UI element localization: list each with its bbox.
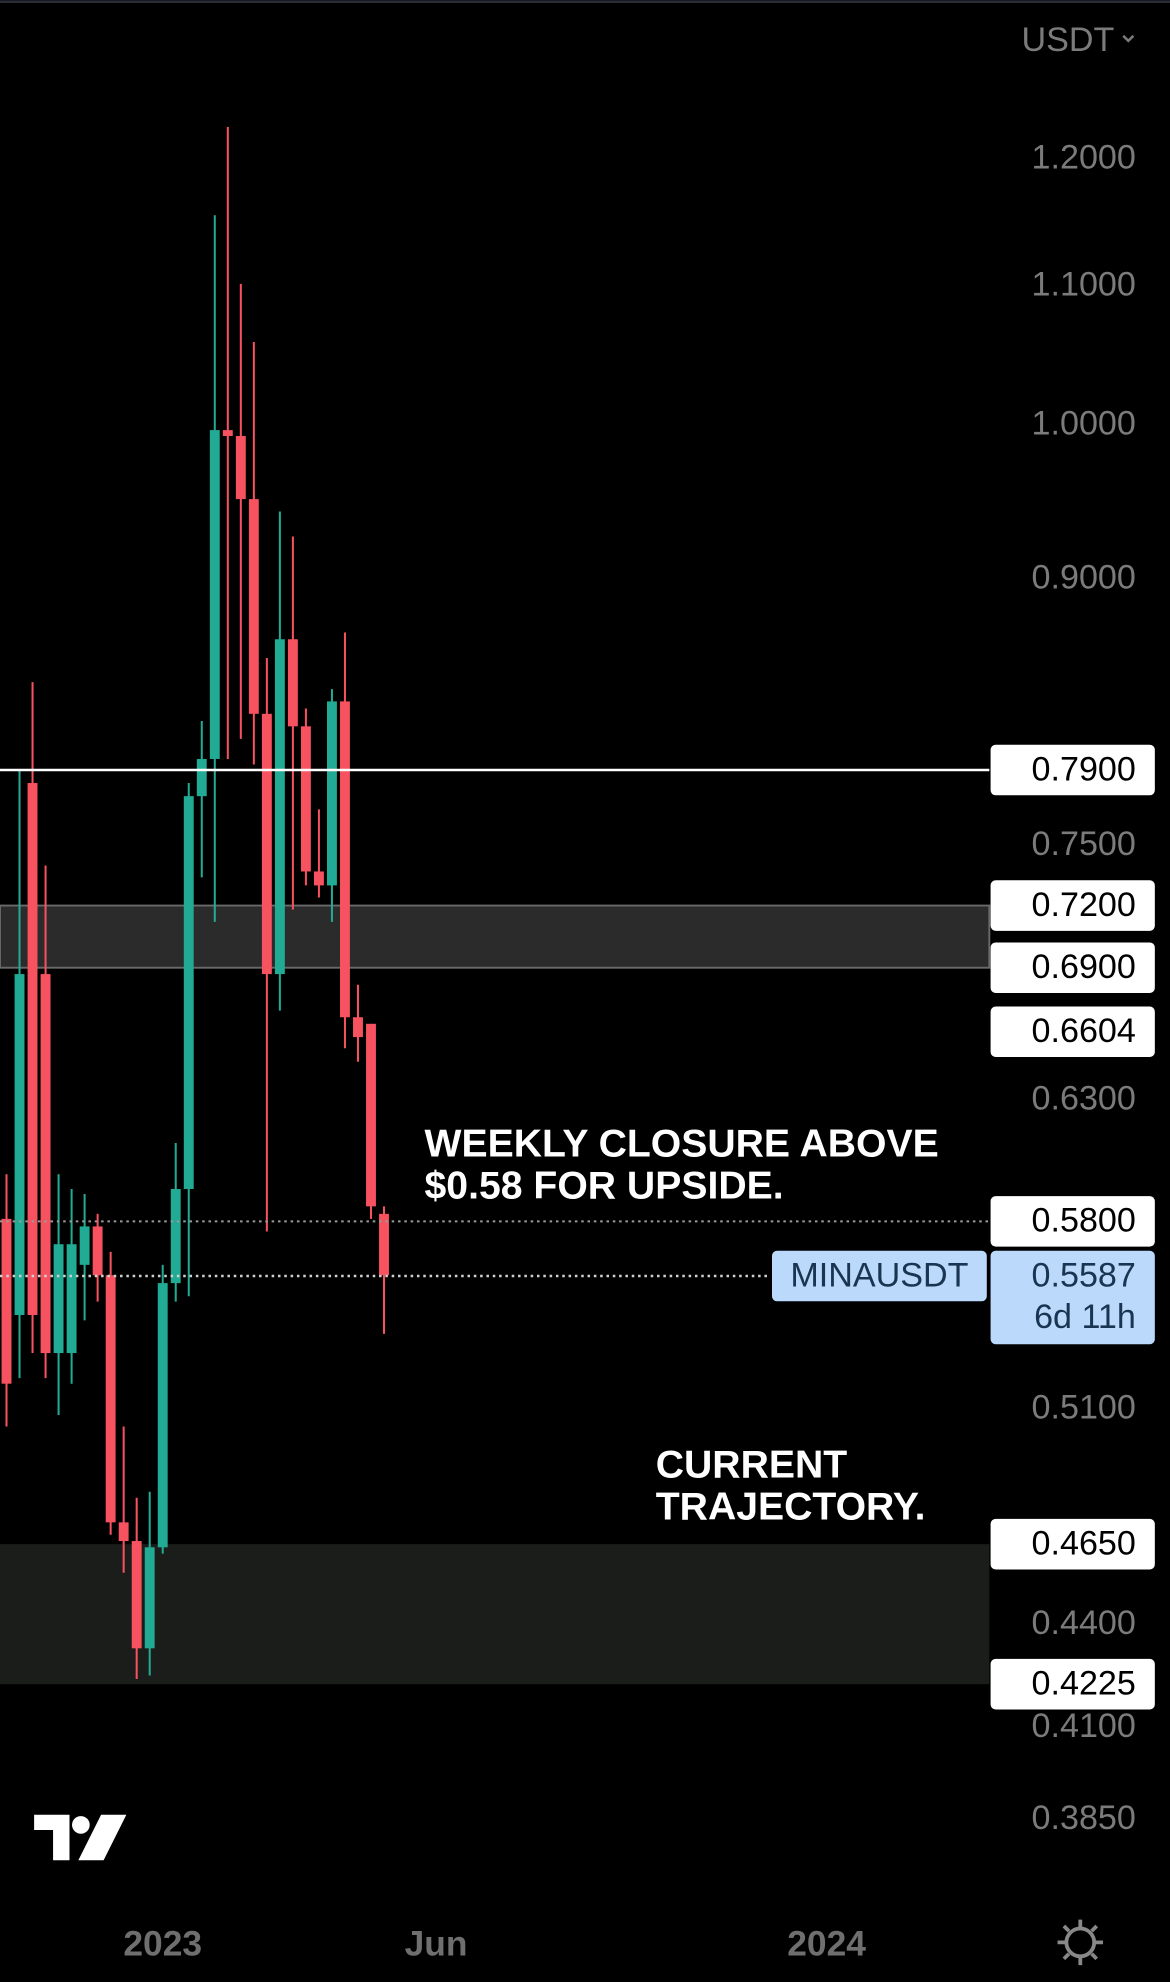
symbol-box [771,1250,987,1302]
y-tick-label: 0.3850 [1032,1799,1136,1837]
y-tick-label: 0.7500 [1032,825,1136,863]
annotation: TRAJECTORY. [656,1485,926,1528]
candle-body [300,726,311,872]
x-tick-label: 2023 [123,1925,202,1964]
level-label-box [990,1658,1155,1710]
candle-body [92,1226,103,1276]
level-label-box [990,880,1155,931]
y-tick-label: 0.9000 [1032,559,1136,597]
y-tick-label: 1.0000 [1032,405,1136,443]
x-tick-label: Jun [405,1925,468,1964]
level-label: 0.4650 [1032,1524,1136,1562]
zone [0,904,991,969]
x-tick-label: 2024 [787,1925,866,1964]
candle-body [131,1541,142,1649]
level-label: 0.5800 [1032,1202,1136,1240]
candle-body [209,430,220,759]
candle-body [248,499,259,714]
currency[interactable]: USDT [1022,21,1115,59]
candle-body [196,758,207,797]
y-tick-label: 0.5100 [1032,1388,1136,1426]
annotation: CURRENT [656,1444,848,1487]
candle-body [27,783,38,1315]
level-labels: 0.7900 0.7200 0.6900 0.6604 0.5800 0.4650 0.42… [771,744,1155,1710]
level-label: 0.7200 [1032,886,1136,924]
level-label-box [990,1518,1155,1570]
y-tick-label: 0.6300 [1032,1080,1136,1118]
level-label-box [990,1006,1155,1058]
y-tick-label: 0.4100 [1032,1707,1136,1745]
candle-body [274,639,285,975]
annotation: $0.58 FOR UPSIDE. [425,1164,784,1207]
y-tick-label: 0.4400 [1032,1604,1136,1642]
candle-body [40,974,51,1354]
settings-icon[interactable] [1057,1919,1104,1966]
last-price-box [990,1250,1155,1345]
level-label-box [990,744,1155,796]
candle-body [53,1244,64,1354]
candle-body [222,430,233,436]
logo[interactable] [34,1814,127,1861]
y-tick-label: 1.1000 [1032,266,1136,304]
candle-body [118,1522,129,1542]
candle-body [157,1283,168,1548]
candle-body [366,1023,376,1207]
currency-caret[interactable] [1122,34,1135,43]
candle-body [66,1244,77,1354]
candle-body [353,1017,363,1038]
countdown-label: 6d 11h [1034,1298,1136,1336]
candle-body [340,701,350,1018]
candle-body [1,1218,12,1384]
level-label-box [990,1196,1155,1247]
candle-body [170,1189,181,1284]
price-axis: USDT 1.2000 1.1000 1.0000 0.9000 0.7500 0.630… [1022,21,1136,1837]
candle-body [287,639,298,727]
level-label: 0.4225 [1032,1664,1136,1702]
level-label-box [990,942,1155,993]
candle-body [313,871,324,886]
symbol-label: MINAUSDT [790,1256,968,1294]
y-tick-label: 1.2000 [1032,138,1136,176]
candle-body [14,974,25,1315]
level-label: 0.6604 [1032,1012,1136,1050]
level-label: 0.7900 [1032,750,1136,788]
annotation: WEEKLY CLOSURE ABOVE [425,1123,939,1166]
candle-body [261,713,272,975]
last-price-label: 0.5587 [1032,1256,1136,1294]
candle-body [326,701,337,886]
candle-body [235,435,246,500]
zone [0,1544,990,1685]
candle-body [79,1226,90,1265]
candle-body [105,1275,116,1523]
level-lines [0,768,990,1278]
level-label: 0.6900 [1032,948,1136,986]
candles [1,126,389,1679]
candle-body [144,1547,155,1649]
top-border [0,0,1170,3]
candle-body [379,1213,389,1276]
candle-body [183,796,194,1190]
zones [0,904,991,1685]
